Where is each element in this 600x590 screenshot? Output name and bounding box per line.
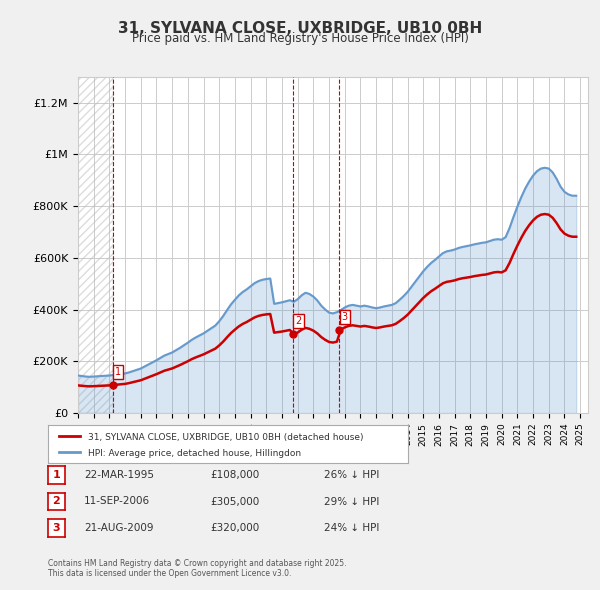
Text: £305,000: £305,000	[210, 497, 259, 506]
Text: 31, SYLVANA CLOSE, UXBRIDGE, UB10 0BH (detached house): 31, SYLVANA CLOSE, UXBRIDGE, UB10 0BH (d…	[88, 432, 363, 441]
Text: 21-AUG-2009: 21-AUG-2009	[84, 523, 154, 533]
Text: 2: 2	[295, 316, 302, 326]
Text: 29% ↓ HPI: 29% ↓ HPI	[324, 497, 379, 506]
Text: 26% ↓ HPI: 26% ↓ HPI	[324, 470, 379, 480]
Text: Price paid vs. HM Land Registry's House Price Index (HPI): Price paid vs. HM Land Registry's House …	[131, 32, 469, 45]
Text: 11-SEP-2006: 11-SEP-2006	[84, 497, 150, 506]
Text: £108,000: £108,000	[210, 470, 259, 480]
Text: 1: 1	[53, 470, 60, 480]
Text: £320,000: £320,000	[210, 523, 259, 533]
Text: 22-MAR-1995: 22-MAR-1995	[84, 470, 154, 480]
Text: Contains HM Land Registry data © Crown copyright and database right 2025.
This d: Contains HM Land Registry data © Crown c…	[48, 559, 347, 578]
Text: 1: 1	[115, 367, 121, 376]
Text: 3: 3	[341, 312, 347, 322]
Text: 24% ↓ HPI: 24% ↓ HPI	[324, 523, 379, 533]
Text: 2: 2	[53, 497, 60, 506]
Text: 3: 3	[53, 523, 60, 533]
Text: HPI: Average price, detached house, Hillingdon: HPI: Average price, detached house, Hill…	[88, 450, 301, 458]
Text: 31, SYLVANA CLOSE, UXBRIDGE, UB10 0BH: 31, SYLVANA CLOSE, UXBRIDGE, UB10 0BH	[118, 21, 482, 35]
